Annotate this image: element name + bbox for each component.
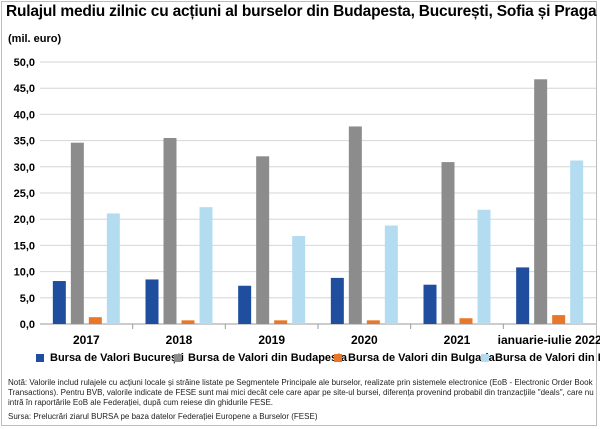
legend-swatch xyxy=(334,354,342,362)
legend-item: Bursa de Valori din Bulgaria xyxy=(334,352,495,364)
chart-title: Rulajul mediu zilnic cu acțiuni al burse… xyxy=(6,3,597,20)
legend-label: Bursa de Valori din Budapesta xyxy=(188,352,347,364)
bar-3 xyxy=(459,318,473,324)
y-tick-label: 0,0 xyxy=(20,319,35,331)
x-tick-label: 2019 xyxy=(258,333,285,347)
x-tick-label: 2020 xyxy=(351,333,378,347)
bar-2 xyxy=(348,126,362,325)
y-tick-label: 40,0 xyxy=(14,109,35,121)
bar-4 xyxy=(570,160,584,324)
bar-1 xyxy=(330,277,344,324)
legend-swatch xyxy=(174,354,182,362)
legend-swatch xyxy=(36,354,44,362)
bar-4 xyxy=(477,209,491,324)
bar-3 xyxy=(181,320,195,324)
x-tick-label: 2017 xyxy=(73,333,100,347)
chart-legend: Bursa de Valori București Bursa de Valori… xyxy=(36,352,600,368)
source-note: Sursa: Prelucrări ziarul BURSA pe baza d… xyxy=(8,412,318,421)
bar-2 xyxy=(256,156,270,324)
bar-1 xyxy=(516,267,530,324)
unit-label: (mil. euro) xyxy=(8,33,62,45)
bar-3 xyxy=(552,315,566,324)
legend-label: Bursa de Valori din Praga xyxy=(495,352,600,364)
y-tick-label: 35,0 xyxy=(14,136,35,148)
bar-4 xyxy=(199,207,213,324)
bar-4 xyxy=(292,235,306,324)
y-tick-label: 25,0 xyxy=(14,188,35,200)
bar-4 xyxy=(384,225,398,324)
y-tick-label: 45,0 xyxy=(14,83,35,95)
y-tick-label: 15,0 xyxy=(14,240,35,252)
legend-label: Bursa de Valori din Bulgaria xyxy=(348,352,495,364)
bar-1 xyxy=(52,281,66,324)
bar-4 xyxy=(106,213,120,324)
bar-3 xyxy=(274,320,288,324)
bar-2 xyxy=(534,79,548,325)
legend-label: Bursa de Valori București xyxy=(50,352,184,364)
bar-3 xyxy=(366,320,380,324)
bar-2 xyxy=(163,137,177,324)
y-tick-label: 5,0 xyxy=(20,293,35,305)
y-tick-label: 30,0 xyxy=(14,162,35,174)
bar-1 xyxy=(145,279,159,324)
bar-1 xyxy=(423,284,437,324)
y-tick-label: 10,0 xyxy=(14,267,35,279)
x-tick-label: 2018 xyxy=(166,333,193,347)
y-tick-label: 50,0 xyxy=(14,57,35,69)
x-tick-label: 2021 xyxy=(444,333,471,347)
x-tick-label: ianuarie-iulie 2022 xyxy=(498,333,600,347)
footnote: Notă: Valorile includ rulajele cu acțiun… xyxy=(8,378,594,407)
legend-item: Bursa de Valori din Praga xyxy=(481,352,600,364)
bar-3 xyxy=(88,317,102,324)
bar-chart: 0,0 5,0 10,0 15,0 20,0 25,0 30,0 35,0 40,0 45,0 50… xyxy=(14,57,600,347)
legend-item: Bursa de Valori din Budapesta xyxy=(174,352,347,364)
bar-1 xyxy=(238,285,252,324)
legend-item: Bursa de Valori București xyxy=(36,352,184,364)
bar-2 xyxy=(70,142,84,324)
y-tick-label: 20,0 xyxy=(14,214,35,226)
legend-swatch xyxy=(481,354,489,362)
bar-2 xyxy=(441,162,455,324)
